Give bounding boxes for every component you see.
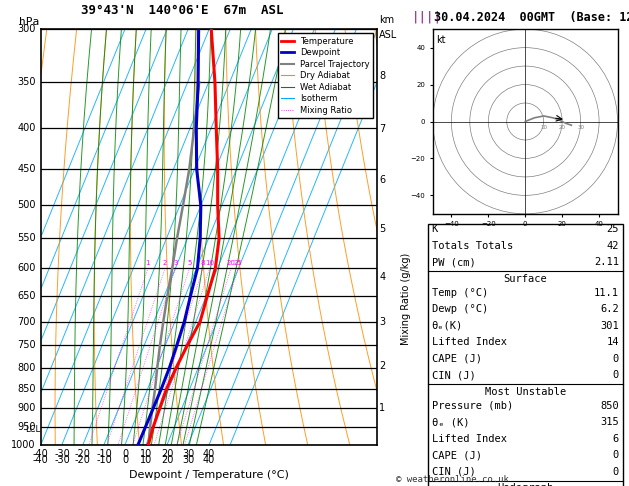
Text: 20: 20 [161,449,173,459]
Text: 1: 1 [146,260,150,266]
Text: -40: -40 [33,449,49,459]
Text: 40: 40 [203,449,215,459]
Text: CAPE (J): CAPE (J) [431,451,482,460]
Text: CIN (J): CIN (J) [431,370,476,381]
Text: 0: 0 [613,370,619,381]
Text: 900: 900 [18,403,36,413]
Text: Dewp (°C): Dewp (°C) [431,304,488,314]
Text: 2: 2 [163,260,167,266]
Text: 25: 25 [606,225,619,234]
Text: -20: -20 [75,455,91,465]
Text: ||||: |||| [412,11,442,24]
Text: 400: 400 [18,123,36,134]
Text: 700: 700 [18,316,36,327]
Text: 10: 10 [205,260,214,266]
Text: θₑ (K): θₑ (K) [431,417,469,427]
Text: CIN (J): CIN (J) [431,467,476,477]
Text: 4: 4 [379,272,385,282]
Text: 20: 20 [559,125,565,130]
Text: 850: 850 [18,383,36,394]
Text: kt: kt [437,35,446,45]
Text: 5: 5 [187,260,192,266]
Text: 500: 500 [18,200,36,210]
Text: 5: 5 [379,224,386,234]
Text: 6: 6 [613,434,619,444]
Text: 6.2: 6.2 [600,304,619,314]
Text: -10: -10 [96,455,112,465]
Text: 20: 20 [226,260,235,266]
Text: 7: 7 [379,124,386,134]
Text: Hodograph: Hodograph [497,484,554,486]
Text: 0: 0 [122,455,128,465]
Text: 30: 30 [577,125,584,130]
Text: 30.04.2024  00GMT  (Base: 12): 30.04.2024 00GMT (Base: 12) [434,11,629,24]
Text: K: K [431,225,438,234]
Text: 1000: 1000 [11,440,36,450]
Text: 850: 850 [600,401,619,411]
Text: 315: 315 [600,417,619,427]
Text: ASL: ASL [379,30,398,39]
Text: 950: 950 [18,422,36,432]
Text: 2.11: 2.11 [594,258,619,267]
Legend: Temperature, Dewpoint, Parcel Trajectory, Dry Adiabat, Wet Adiabat, Isotherm, Mi: Temperature, Dewpoint, Parcel Trajectory… [278,34,373,118]
Text: -30: -30 [54,449,70,459]
Text: 11.1: 11.1 [594,288,619,298]
Text: 30: 30 [182,449,194,459]
Text: 650: 650 [18,291,36,301]
Text: 30: 30 [182,455,194,465]
Text: Pressure (mb): Pressure (mb) [431,401,513,411]
Text: 0: 0 [613,467,619,477]
Text: 300: 300 [18,24,36,34]
Text: LCL: LCL [25,425,40,434]
Text: 8: 8 [379,71,385,81]
Text: Most Unstable: Most Unstable [484,387,566,397]
Text: 6: 6 [379,174,385,185]
Text: 3: 3 [379,316,385,327]
Text: 350: 350 [18,77,36,87]
Text: PW (cm): PW (cm) [431,258,476,267]
Text: θₑ(K): θₑ(K) [431,321,463,331]
Text: 1: 1 [379,402,385,413]
Text: -10: -10 [96,449,112,459]
Text: 0: 0 [613,354,619,364]
Text: km: km [379,15,394,25]
Text: 2: 2 [379,361,386,370]
Text: 10: 10 [140,455,152,465]
Text: hPa: hPa [19,17,39,27]
Text: 42: 42 [606,241,619,251]
Text: 750: 750 [17,340,36,350]
Text: CAPE (J): CAPE (J) [431,354,482,364]
Text: Lifted Index: Lifted Index [431,434,506,444]
Text: 550: 550 [17,233,36,243]
Text: 0: 0 [613,451,619,460]
Text: 301: 301 [600,321,619,331]
Text: © weatheronline.co.uk: © weatheronline.co.uk [396,474,509,484]
Text: 14: 14 [606,337,619,347]
Text: 0: 0 [122,449,128,459]
Text: 40: 40 [203,455,215,465]
Text: 3: 3 [173,260,178,266]
Text: Mixing Ratio (g/kg): Mixing Ratio (g/kg) [401,253,411,346]
Text: 10: 10 [540,125,547,130]
Text: 600: 600 [18,263,36,274]
Text: 10: 10 [140,449,152,459]
Text: 39°43'N  140°06'E  67m  ASL: 39°43'N 140°06'E 67m ASL [81,4,284,17]
Text: Surface: Surface [503,274,547,284]
Text: 8: 8 [201,260,205,266]
Text: Totals Totals: Totals Totals [431,241,513,251]
Text: -40: -40 [33,455,49,465]
Text: 25: 25 [234,260,243,266]
Text: 20: 20 [161,455,173,465]
Text: -20: -20 [75,449,91,459]
Text: Lifted Index: Lifted Index [431,337,506,347]
Text: 450: 450 [18,164,36,174]
Text: 800: 800 [18,363,36,373]
Text: Temp (°C): Temp (°C) [431,288,488,298]
Text: Dewpoint / Temperature (°C): Dewpoint / Temperature (°C) [129,469,289,480]
Text: -30: -30 [54,455,70,465]
